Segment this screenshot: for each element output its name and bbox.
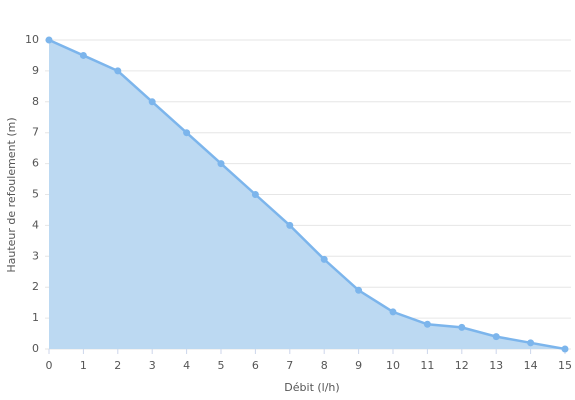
x-tick-label: 12	[455, 359, 469, 372]
x-tick-label: 6	[252, 359, 259, 372]
y-tick-label: 5	[32, 188, 39, 201]
area-fill	[49, 40, 565, 349]
y-tick-label: 4	[32, 218, 39, 231]
y-tick-label: 8	[32, 95, 39, 108]
point	[217, 160, 225, 168]
point	[561, 345, 569, 353]
point	[79, 51, 87, 59]
point	[492, 333, 500, 341]
x-axis-label: Débit (l/h)	[284, 381, 339, 394]
point	[527, 339, 535, 347]
x-tick-label: 8	[321, 359, 328, 372]
point	[458, 323, 466, 331]
y-axis-label: Hauteur de refoulement (m)	[5, 117, 18, 272]
y-tick-label: 9	[32, 64, 39, 77]
y-tick-label: 2	[32, 280, 39, 293]
x-tick-label: 15	[558, 359, 572, 372]
x-tick-label: 1	[80, 359, 87, 372]
y-tick-label: 6	[32, 157, 39, 170]
point	[286, 221, 294, 229]
point	[355, 286, 363, 294]
y-tick-label: 10	[25, 33, 39, 46]
x-tick-label: 9	[355, 359, 362, 372]
x-tick-label: 10	[386, 359, 400, 372]
x-tick-label: 0	[46, 359, 53, 372]
x-tick-label: 7	[286, 359, 293, 372]
x-tick-label: 4	[183, 359, 190, 372]
y-tick-label: 7	[32, 126, 39, 139]
point	[423, 320, 431, 328]
y-tick-label: 1	[32, 311, 39, 324]
point	[320, 255, 328, 263]
x-tick-label: 5	[218, 359, 225, 372]
point	[148, 98, 156, 106]
y-tick-label: 3	[32, 249, 39, 262]
point	[45, 36, 53, 44]
point	[251, 191, 259, 198]
x-tick-label: 3	[149, 359, 156, 372]
x-tick-label: 14	[524, 359, 538, 372]
y-tick-label: 0	[32, 342, 39, 355]
line	[48, 38, 566, 351]
x-tick-label: 11	[420, 359, 434, 372]
x-tick-label: 13	[489, 359, 503, 372]
point	[183, 129, 191, 137]
x-tick-label: 2	[114, 359, 121, 372]
point	[389, 308, 397, 316]
point	[114, 67, 122, 75]
